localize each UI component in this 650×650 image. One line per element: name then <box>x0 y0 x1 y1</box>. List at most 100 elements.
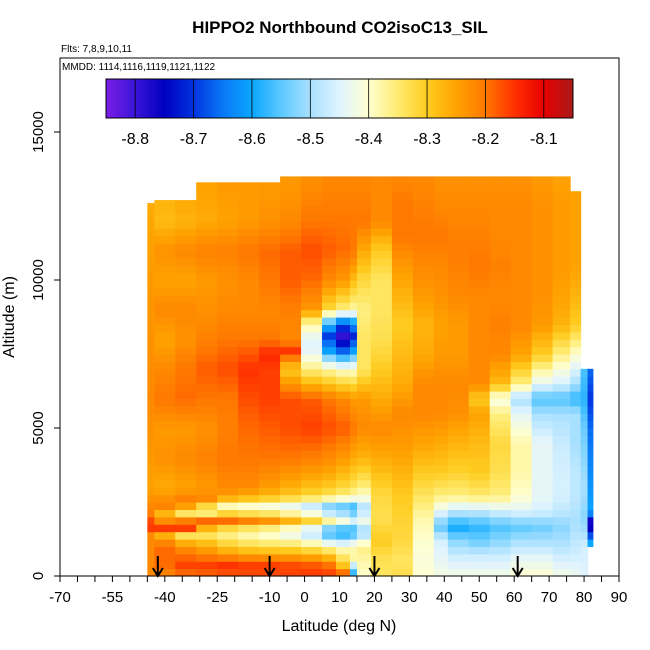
heatmap-cell <box>580 472 589 481</box>
heatmap-cell <box>175 539 197 547</box>
heatmap-cell <box>175 442 197 451</box>
heatmap-cell <box>570 368 582 377</box>
heatmap-cell <box>570 383 582 392</box>
heatmap-cell <box>468 361 491 370</box>
heatmap-cell <box>217 450 239 459</box>
heatmap-cell <box>217 235 239 244</box>
y-tick-label: 0 <box>30 572 47 580</box>
heatmap-cell <box>531 324 554 333</box>
heatmap-cell <box>238 487 260 496</box>
heatmap-cell <box>336 553 351 562</box>
heatmap-cell <box>370 465 393 473</box>
heatmap-cell <box>468 435 491 444</box>
heatmap-cell <box>531 354 554 362</box>
heatmap-cell <box>322 531 337 540</box>
heatmap-cell <box>322 405 337 414</box>
heatmap-cell <box>259 546 281 555</box>
heatmap-cell <box>391 361 414 370</box>
heatmap-cell <box>238 472 260 481</box>
heatmap-cell <box>391 391 414 399</box>
heatmap-cell <box>336 213 351 222</box>
heatmap-cell <box>412 561 435 570</box>
heatmap-cell <box>196 243 218 251</box>
heatmap-cell <box>259 502 281 510</box>
heatmap-cell <box>447 568 470 577</box>
heatmap-cell <box>433 191 449 200</box>
heatmap-cell <box>259 383 281 392</box>
heatmap-cell <box>510 376 533 385</box>
heatmap-cell <box>154 331 176 340</box>
heatmap-cell <box>217 191 239 200</box>
heatmap-cell <box>447 213 470 222</box>
heatmap-cell <box>217 294 239 303</box>
heatmap-column <box>301 176 323 577</box>
heatmap-cell <box>489 568 512 577</box>
heatmap-cell <box>259 524 281 533</box>
heatmap-cell <box>154 383 176 392</box>
heatmap-cell <box>175 265 197 274</box>
heatmap-cell <box>447 546 470 555</box>
heatmap-cell <box>238 383 260 392</box>
heatmap-cell <box>154 324 176 333</box>
heatmap-cell <box>336 487 351 496</box>
heatmap-cell <box>468 206 491 214</box>
heatmap-cell <box>154 487 176 496</box>
heatmap-cell <box>147 324 155 333</box>
heatmap-cell <box>489 198 512 207</box>
heatmap-cell <box>356 272 372 281</box>
heatmap-cell <box>412 479 435 488</box>
heatmap-cell <box>280 420 302 429</box>
heatmap-cell <box>391 479 414 488</box>
heatmap-cell <box>531 479 554 488</box>
heatmap-cell <box>322 287 337 296</box>
heatmap-cell <box>510 509 533 518</box>
heatmap-cell <box>196 502 218 510</box>
heatmap-cell <box>301 524 323 533</box>
heatmap-cell <box>280 487 302 496</box>
heatmap-cell <box>510 257 533 266</box>
heatmap-cell <box>580 479 589 488</box>
heatmap-cell <box>580 487 589 496</box>
heatmap-cell <box>370 339 393 348</box>
heatmap-cell <box>322 428 337 436</box>
heatmap-cell <box>412 546 435 555</box>
heatmap-cell <box>447 243 470 251</box>
heatmap-cell <box>391 309 414 318</box>
heatmap-cell <box>570 465 582 473</box>
heatmap-cell <box>489 472 512 481</box>
heatmap-cell <box>175 435 197 444</box>
heatmap-cell <box>489 524 512 533</box>
heatmap-cell <box>356 243 372 251</box>
heatmap-cell <box>154 509 176 518</box>
heatmap-cell <box>447 191 470 200</box>
heatmap-cell <box>468 442 491 451</box>
heatmap-cell <box>301 442 323 451</box>
heatmap-cell <box>370 302 393 311</box>
heatmap-cell <box>322 302 337 311</box>
heatmap-cell <box>238 191 260 200</box>
heatmap-cell <box>552 531 571 540</box>
heatmap-cell <box>489 354 512 362</box>
heatmap-cell <box>531 502 554 510</box>
heatmap-cell <box>336 405 351 414</box>
heatmap-cell <box>147 235 155 244</box>
heatmap-cell <box>433 294 449 303</box>
heatmap-column <box>531 176 554 577</box>
heatmap-cell <box>349 383 358 392</box>
heatmap-cell <box>349 294 358 303</box>
heatmap-cell <box>552 546 571 555</box>
heatmap-cell <box>447 280 470 288</box>
heatmap-cell <box>322 361 337 370</box>
heatmap-cell <box>238 524 260 533</box>
heatmap-cell <box>489 405 512 414</box>
heatmap-cell <box>217 228 239 237</box>
heatmap-cell <box>489 331 512 340</box>
heatmap-cell <box>349 228 358 237</box>
heatmap-cell <box>280 509 302 518</box>
heatmap-cell <box>175 487 197 496</box>
heatmap-cell <box>154 472 176 481</box>
heatmap-cell <box>238 302 260 311</box>
heatmap-cell <box>412 324 435 333</box>
y-tick-label: 15000 <box>30 111 47 153</box>
heatmap-cell <box>196 428 218 436</box>
